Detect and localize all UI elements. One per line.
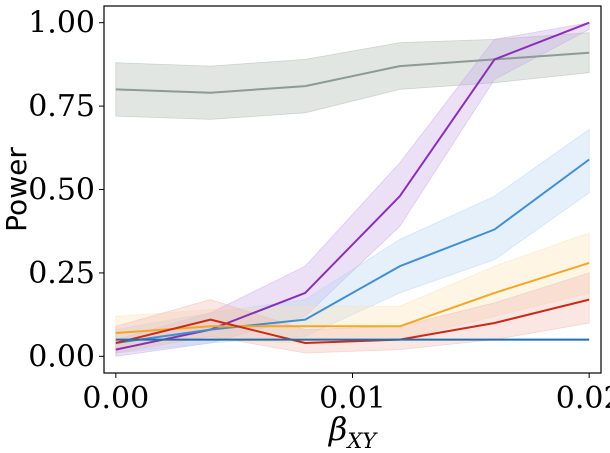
x-tick-label: 0.02 <box>556 381 610 416</box>
y-tick-label: 0.00 <box>28 339 95 374</box>
y-axis-ticks: 0.00 0.25 0.50 0.75 1.00 <box>28 6 104 374</box>
y-tick-label: 1.00 <box>28 6 95 41</box>
x-axis-label-main: β <box>328 410 348 448</box>
y-tick-label: 0.50 <box>28 173 95 208</box>
confidence-bands <box>115 22 590 357</box>
y-tick-label: 0.25 <box>28 256 95 291</box>
series-line-purple <box>115 21 590 351</box>
y-axis-label: Power <box>0 147 33 232</box>
series-line-red <box>115 298 590 344</box>
band-red <box>115 272 590 354</box>
x-tick-label: 0.01 <box>319 381 386 416</box>
x-tick-label: 0.00 <box>82 381 149 416</box>
series-line-blue <box>115 158 590 344</box>
x-axis-label-subscript: XY <box>345 429 378 453</box>
x-axis-label: βXY <box>328 410 378 453</box>
series-lines <box>115 21 590 351</box>
series-line-gray <box>115 51 590 94</box>
x-axis-ticks: 0.00 0.01 0.02 <box>82 373 610 416</box>
y-tick-label: 0.75 <box>28 89 95 124</box>
series-line-orange <box>115 261 590 334</box>
